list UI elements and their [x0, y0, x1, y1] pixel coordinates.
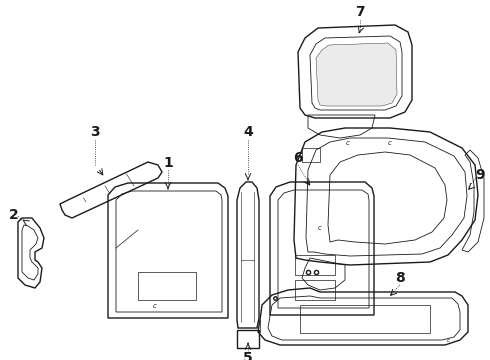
Text: 9: 9	[475, 168, 485, 182]
Polygon shape	[316, 43, 397, 106]
Text: c: c	[153, 303, 157, 309]
Text: 6: 6	[293, 151, 303, 165]
Text: c: c	[446, 338, 449, 343]
Bar	[295, 280, 335, 300]
Text: 5: 5	[243, 351, 253, 360]
Bar	[138, 272, 196, 300]
Text: c: c	[318, 225, 322, 231]
Text: 7: 7	[355, 5, 365, 19]
Text: 4: 4	[243, 125, 253, 139]
Text: c: c	[346, 140, 350, 146]
Bar	[302, 148, 320, 162]
Bar	[295, 255, 335, 275]
Text: 2: 2	[9, 208, 19, 222]
Text: 3: 3	[90, 125, 100, 139]
Bar	[300, 305, 430, 333]
Text: 8: 8	[395, 271, 405, 285]
Text: c: c	[388, 140, 392, 146]
Text: 1: 1	[163, 156, 173, 170]
